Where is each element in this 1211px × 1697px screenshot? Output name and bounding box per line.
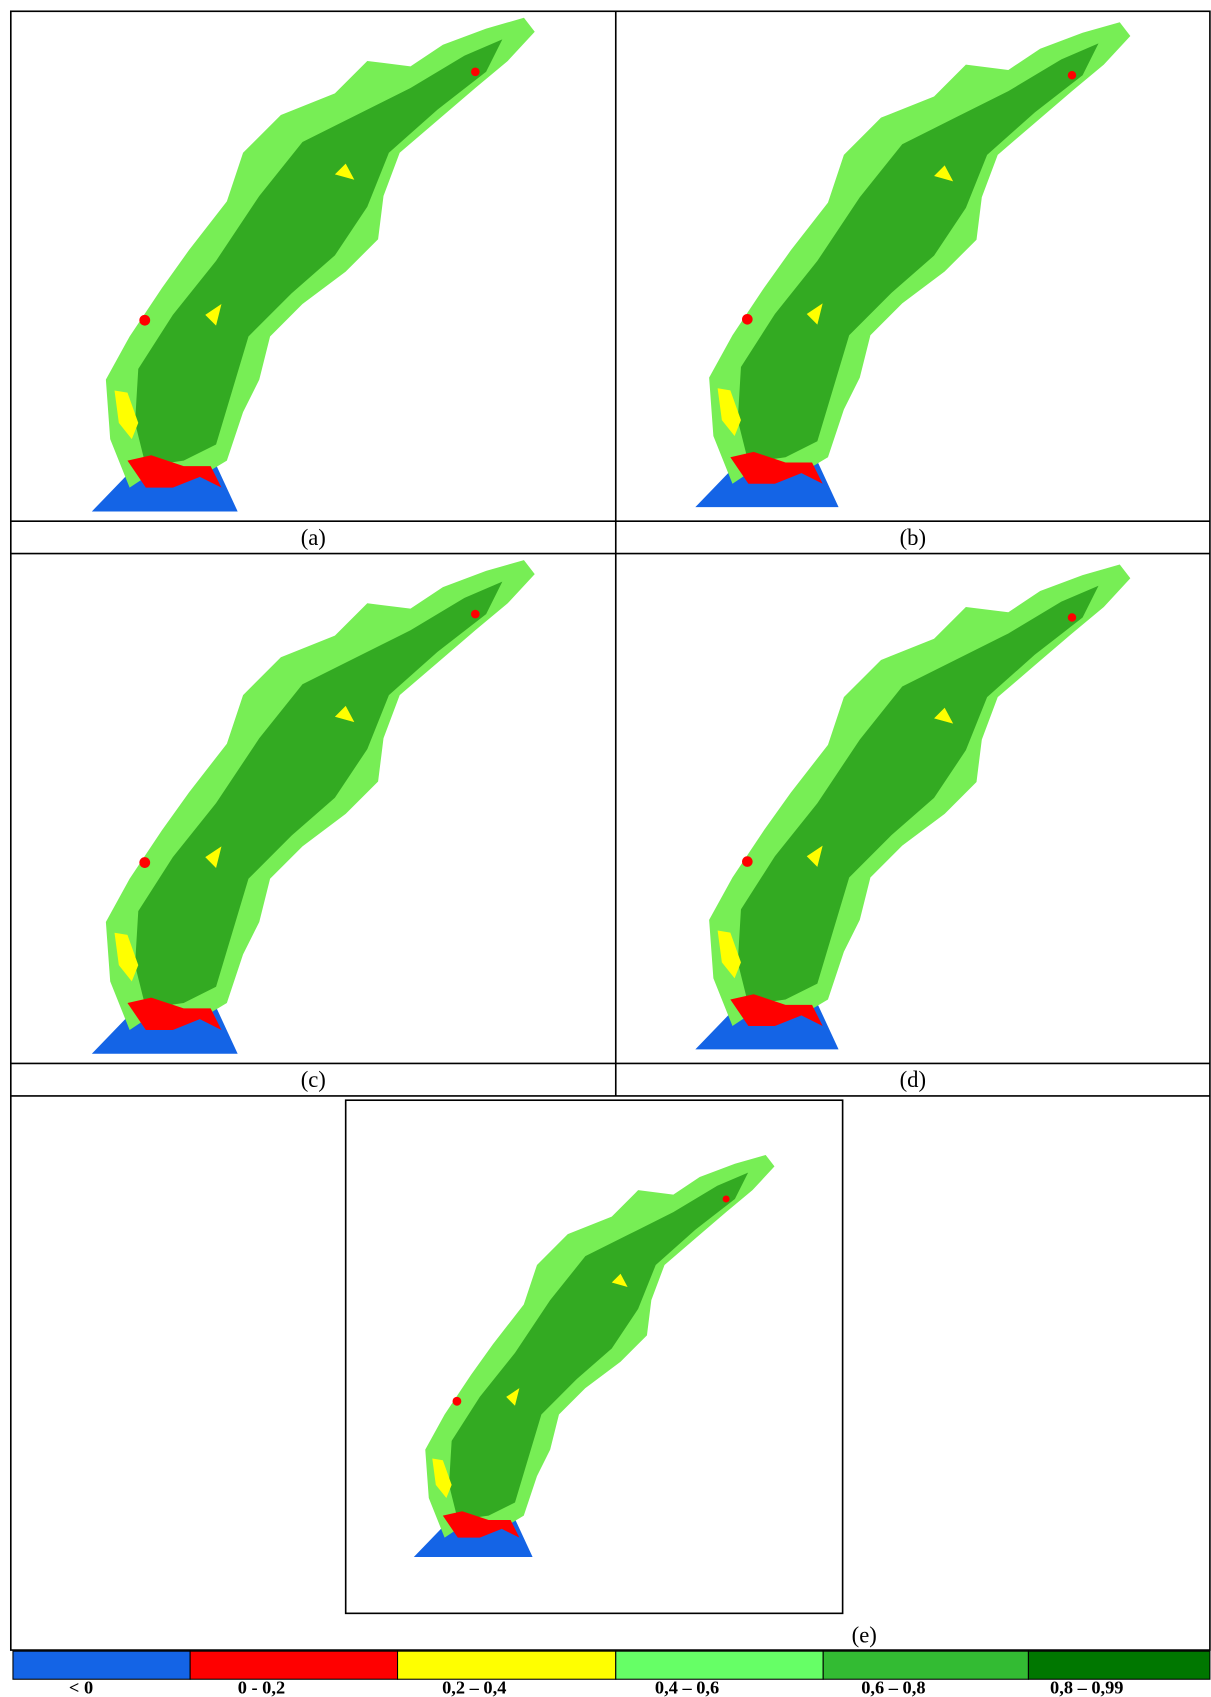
legend-label: 0,4 – 0,6 <box>655 1677 719 1697</box>
panel-label: (c) <box>301 1067 326 1092</box>
panel-label: (b) <box>900 525 926 550</box>
legend-swatch <box>398 1651 616 1679</box>
map <box>695 22 1130 507</box>
legend-swatch <box>823 1651 1028 1679</box>
legend-label: 0 - 0,2 <box>238 1677 285 1697</box>
panel-label: (e) <box>852 1623 877 1648</box>
legend-swatch <box>1028 1651 1209 1679</box>
map <box>92 560 535 1054</box>
map <box>695 565 1130 1050</box>
legend: < 0 0 - 0,2 0,2 – 0,4 0,4 – 0,6 0,6 – 0,8 0,8… <box>13 1651 1210 1697</box>
map <box>92 18 535 512</box>
legend-swatch <box>616 1651 823 1679</box>
legend-label: 0,2 – 0,4 <box>442 1677 506 1697</box>
legend-swatch <box>13 1651 190 1679</box>
panel-label: (a) <box>301 525 326 550</box>
figure: (a) (b) (c) (d) (e) < 0 0 - 0,2 0,2 – 0,4 0… <box>0 0 1211 1697</box>
legend-label: < 0 <box>69 1677 93 1697</box>
panel-label: (d) <box>900 1067 926 1092</box>
legend-label: 0,6 – 0,8 <box>861 1677 925 1697</box>
map <box>414 1155 775 1557</box>
legend-swatch <box>190 1651 397 1679</box>
legend-label: 0,8 – 0,99 <box>1050 1677 1123 1697</box>
